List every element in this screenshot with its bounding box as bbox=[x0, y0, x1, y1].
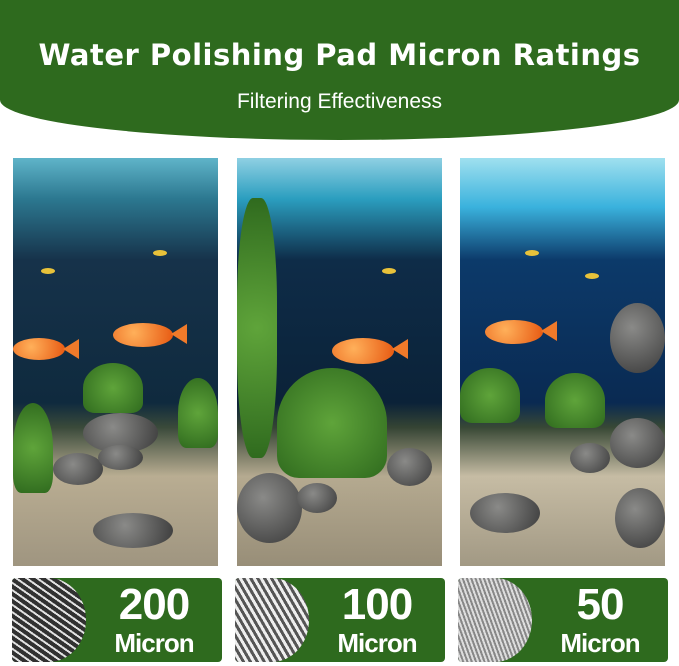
rating-label-100: 100 Micron bbox=[235, 578, 445, 662]
fiber-texture-image bbox=[458, 578, 532, 662]
aquarium-image-200 bbox=[13, 158, 218, 566]
micron-value: 200 bbox=[118, 580, 190, 629]
fiber-texture-image bbox=[12, 578, 86, 662]
micron-unit: Micron bbox=[337, 628, 417, 658]
fiber-texture-image bbox=[235, 578, 309, 662]
micron-unit: Micron bbox=[114, 628, 194, 658]
rating-label-200: 200 Micron bbox=[12, 578, 222, 662]
aquarium-image-100 bbox=[237, 158, 442, 566]
rating-label-50: 50 Micron bbox=[458, 578, 668, 662]
page-title: Water Polishing Pad Micron Ratings bbox=[38, 38, 641, 72]
micron-value: 100 bbox=[341, 580, 413, 629]
micron-value: 50 bbox=[576, 580, 625, 629]
page-subtitle: Filtering Effectiveness bbox=[236, 90, 443, 113]
aquarium-image-50 bbox=[460, 158, 665, 566]
header-banner bbox=[0, 0, 679, 140]
micron-unit: Micron bbox=[560, 628, 640, 658]
